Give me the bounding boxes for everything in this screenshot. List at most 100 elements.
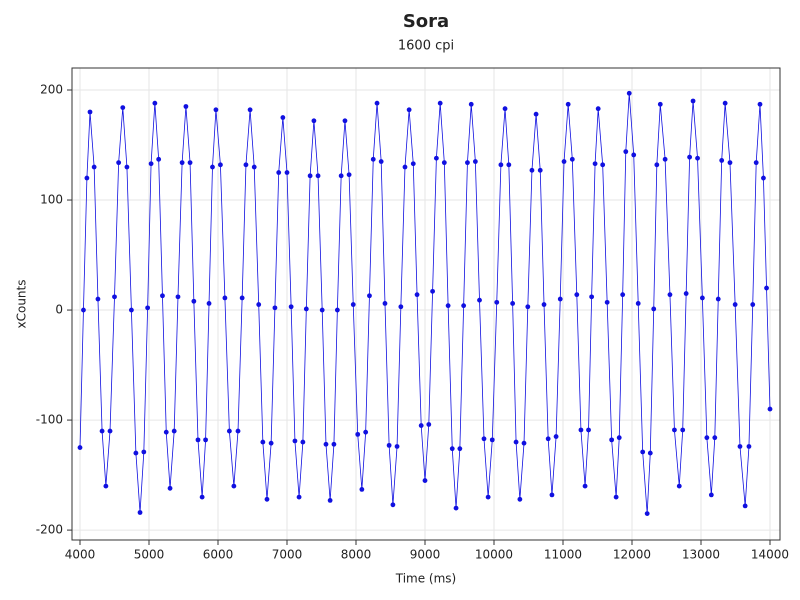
data-point (346, 172, 352, 178)
data-point (175, 294, 181, 300)
data-point (199, 494, 205, 500)
data-point (315, 173, 321, 179)
data-point (569, 156, 575, 162)
data-point (410, 161, 416, 167)
data-point (137, 510, 143, 515)
data-point (141, 449, 147, 455)
data-point (704, 435, 710, 441)
data-point (363, 429, 369, 435)
y-tick-label: -100 (36, 413, 63, 427)
data-point (672, 427, 677, 433)
data-point (203, 437, 208, 443)
data-point (667, 292, 673, 298)
data-point (414, 292, 420, 298)
data-point (145, 305, 151, 311)
data-point (510, 301, 516, 306)
data-point (549, 492, 555, 498)
x-tick-label: 13000 (682, 548, 720, 562)
data-point (683, 291, 689, 296)
x-tick-label: 10000 (475, 548, 513, 562)
data-point (206, 301, 212, 306)
data-point (761, 175, 766, 181)
data-point (116, 160, 122, 166)
data-point (163, 429, 169, 435)
data-point (112, 294, 117, 300)
data-point (222, 295, 228, 301)
x-tick-label: 7000 (272, 548, 303, 562)
data-point (502, 106, 508, 112)
data-point (767, 406, 773, 412)
data-point (430, 288, 435, 294)
data-point (712, 435, 718, 441)
data-point (167, 485, 173, 491)
data-point (613, 494, 619, 500)
data-point (226, 428, 232, 434)
data-point (311, 118, 317, 124)
data-point (494, 299, 500, 305)
data-point (687, 154, 693, 160)
data-point (133, 450, 139, 456)
y-tick-label: 200 (40, 83, 63, 97)
data-point (129, 307, 134, 313)
x-tick-label: 14000 (751, 548, 789, 562)
data-point (152, 100, 158, 106)
data-point (757, 101, 763, 107)
data-point (695, 155, 700, 161)
data-point (631, 152, 637, 158)
data-point (680, 427, 686, 433)
data-point (256, 302, 262, 307)
data-point (699, 295, 705, 301)
data-point (91, 164, 97, 170)
data-point (148, 161, 154, 167)
data-point (517, 496, 523, 502)
x-axis-label: Time (ms) (395, 572, 457, 586)
data-point (513, 439, 519, 445)
data-point (378, 159, 384, 164)
data-point (382, 301, 388, 306)
x-tick-label: 8000 (341, 548, 372, 562)
data-point (350, 302, 356, 307)
data-point (355, 431, 361, 437)
data-point (437, 100, 443, 106)
data-point (300, 439, 306, 445)
data-point (418, 423, 424, 428)
data-point (537, 167, 543, 173)
data-point (124, 164, 130, 170)
data-point (210, 164, 215, 170)
data-point (565, 101, 571, 107)
data-point (156, 156, 162, 162)
chart-title: Sora (403, 11, 449, 32)
data-point (422, 478, 428, 483)
x-tick-label: 4000 (65, 548, 96, 562)
data-point (746, 444, 752, 449)
data-point (529, 167, 535, 173)
data-point (592, 161, 598, 167)
data-point (620, 292, 626, 298)
data-point (545, 436, 551, 442)
data-point (586, 427, 591, 433)
y-tick-label: -200 (36, 523, 63, 537)
data-point (449, 446, 455, 452)
data-point (251, 164, 257, 170)
data-point (84, 175, 90, 181)
data-point (647, 450, 653, 456)
y-axis-label: xCounts (15, 280, 29, 329)
data-point (727, 160, 733, 166)
data-point (334, 307, 340, 313)
data-point (737, 444, 743, 449)
data-point (640, 449, 646, 455)
data-point (600, 162, 606, 168)
x-tick-label: 11000 (544, 548, 582, 562)
data-point (191, 298, 197, 304)
data-point (477, 297, 482, 303)
data-point (604, 299, 610, 305)
data-point (272, 305, 278, 311)
data-point (87, 109, 93, 115)
data-point (331, 441, 337, 447)
data-point (654, 162, 660, 168)
data-point (616, 435, 622, 441)
data-point (676, 483, 682, 489)
data-point (303, 306, 309, 312)
data-point (489, 437, 495, 443)
data-point (280, 115, 286, 120)
